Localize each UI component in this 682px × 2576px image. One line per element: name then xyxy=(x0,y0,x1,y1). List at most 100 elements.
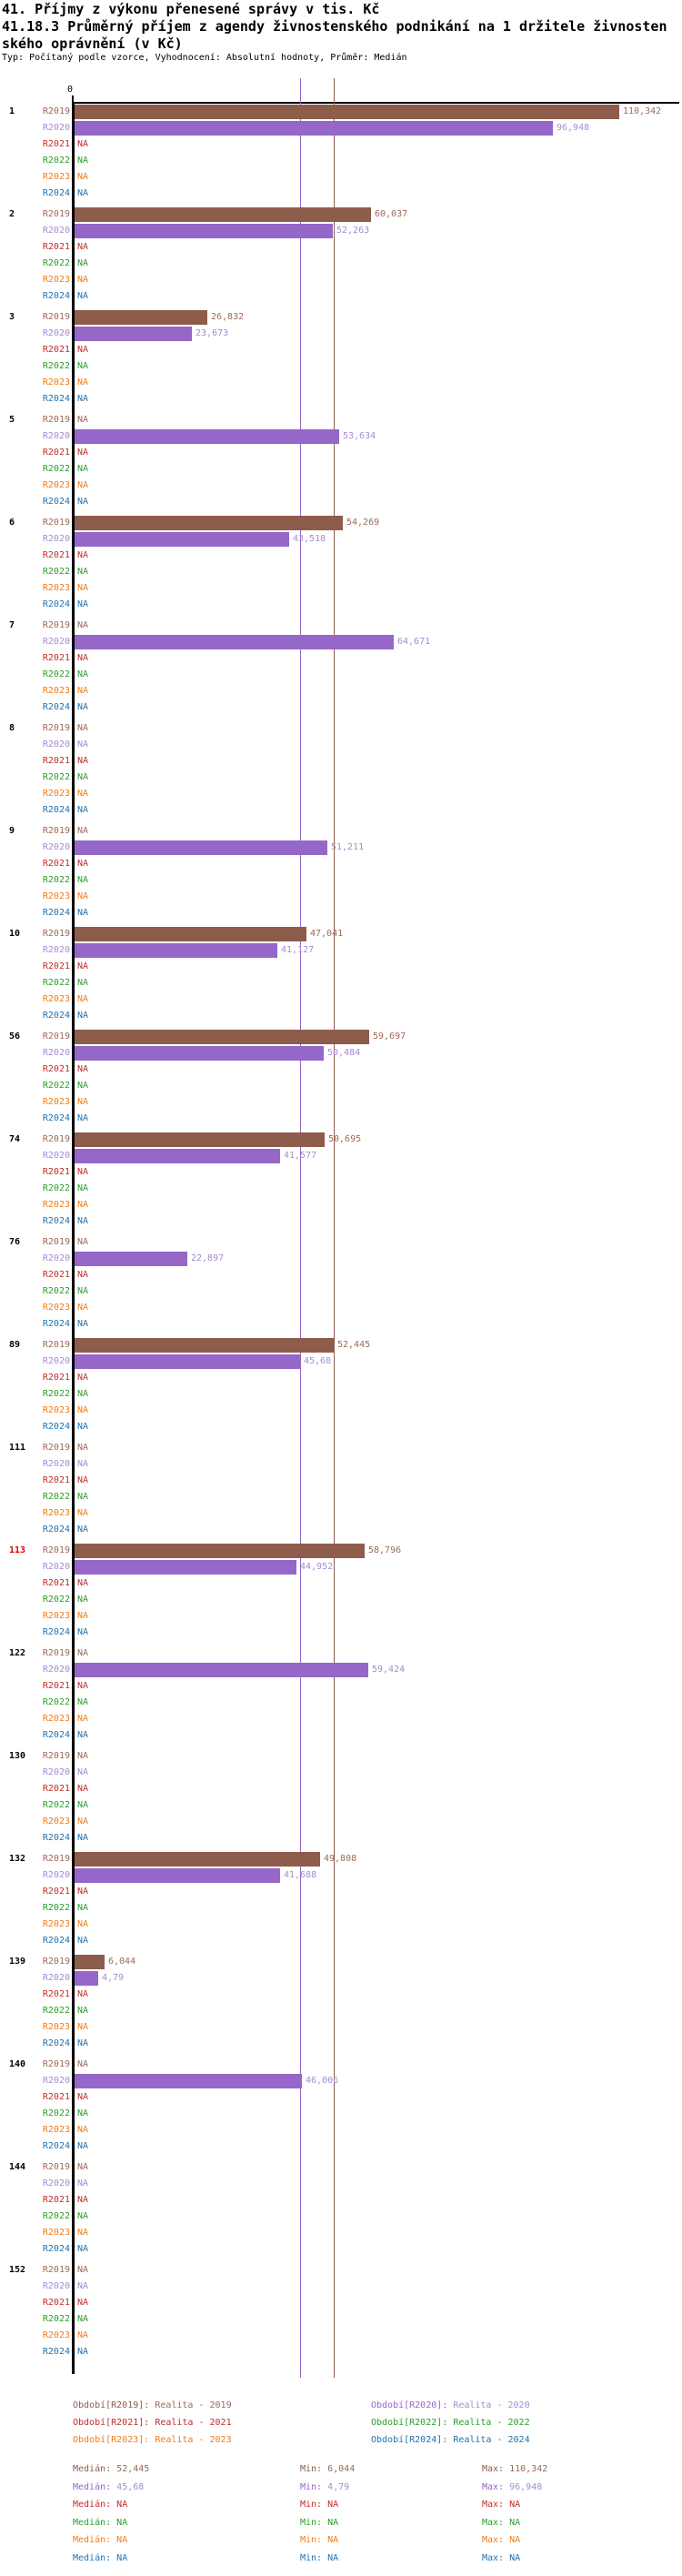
row-label-1-R2022: R2022 xyxy=(42,156,70,166)
legend-period-R2022: Období[R2022]: xyxy=(371,2418,454,2428)
group-label-1: 1 xyxy=(9,106,15,116)
row-label-7-R2021: R2021 xyxy=(42,653,70,663)
na-value-89-R2024: NA xyxy=(77,1422,89,1432)
na-value-10-R2022: NA xyxy=(77,978,89,988)
median-line-R2020 xyxy=(300,78,301,2378)
row-label-10-R2020: R2020 xyxy=(42,945,70,955)
bar-89-R2020 xyxy=(75,1354,300,1369)
na-value-8-R2024: NA xyxy=(77,805,89,815)
report-meta-line: Typ: Počítaný podle vzorce, Vyhodnocení:… xyxy=(2,53,407,63)
na-value-111-R2022: NA xyxy=(77,1492,89,1502)
row-label-76-R2023: R2023 xyxy=(42,1303,70,1313)
na-value-56-R2023: NA xyxy=(77,1097,89,1107)
group-label-5: 5 xyxy=(9,415,15,425)
na-value-56-R2022: NA xyxy=(77,1081,89,1091)
na-value-139-R2023: NA xyxy=(77,2022,89,2032)
na-value-139-R2024: NA xyxy=(77,2038,89,2048)
stat-max-R2019: Max: 110,342 xyxy=(482,2463,547,2475)
row-label-8-R2021: R2021 xyxy=(42,756,70,766)
na-value-122-R2023: NA xyxy=(77,1714,89,1724)
na-value-8-R2023: NA xyxy=(77,789,89,799)
bar-2-R2019 xyxy=(75,207,371,222)
row-label-111-R2024: R2024 xyxy=(42,1524,70,1535)
na-value-144-R2020: NA xyxy=(77,2179,89,2189)
na-value-6-R2023: NA xyxy=(77,583,89,593)
na-value-130-R2023: NA xyxy=(77,1816,89,1826)
row-label-56-R2021: R2021 xyxy=(42,1064,70,1074)
stat-max-R2020: Max: 96,948 xyxy=(482,2481,542,2493)
stat-max-R2024: Max: NA xyxy=(482,2552,520,2564)
axis-zero-tick xyxy=(72,96,74,102)
stat-median-R2020: Medián: 45,68 xyxy=(73,2481,144,2493)
legend-period-R2021: Období[R2021]: xyxy=(73,2418,155,2428)
na-value-122-R2021: NA xyxy=(77,1681,89,1691)
row-label-9-R2021: R2021 xyxy=(42,859,70,869)
row-label-1-R2021: R2021 xyxy=(42,139,70,149)
row-label-2-R2022: R2022 xyxy=(42,258,70,268)
row-label-1-R2023: R2023 xyxy=(42,172,70,182)
bar-value-122-R2020: 59,424 xyxy=(372,1665,406,1675)
na-value-8-R2022: NA xyxy=(77,772,89,782)
stat-label-min-R2019: Min: xyxy=(300,2464,328,2474)
row-label-74-R2021: R2021 xyxy=(42,1167,70,1177)
axis-vertical-line xyxy=(72,102,75,2374)
stat-min-R2022: Min: NA xyxy=(300,2517,338,2529)
row-label-122-R2023: R2023 xyxy=(42,1714,70,1724)
stat-label-median-R2020: Medián: xyxy=(73,2482,117,2492)
row-label-140-R2019: R2019 xyxy=(42,2059,70,2069)
stat-label-min-R2022: Min: xyxy=(300,2518,328,2528)
stat-median-R2022: Medián: NA xyxy=(73,2517,127,2529)
group-label-122: 122 xyxy=(9,1648,26,1658)
group-label-9: 9 xyxy=(9,826,15,836)
legend-item-R2023: Období[R2023]: Realita - 2023 xyxy=(73,2434,232,2446)
group-label-3: 3 xyxy=(9,312,15,322)
na-value-122-R2024: NA xyxy=(77,1730,89,1740)
bar-74-R2019 xyxy=(75,1132,325,1147)
na-value-3-R2024: NA xyxy=(77,394,89,404)
stat-max-R2022: Max: NA xyxy=(482,2517,520,2529)
row-label-8-R2022: R2022 xyxy=(42,772,70,782)
row-label-3-R2022: R2022 xyxy=(42,361,70,371)
row-label-122-R2021: R2021 xyxy=(42,1681,70,1691)
na-value-111-R2020: NA xyxy=(77,1459,89,1469)
row-label-7-R2020: R2020 xyxy=(42,637,70,647)
median-line-R2019 xyxy=(334,78,335,2378)
row-label-111-R2019: R2019 xyxy=(42,1443,70,1453)
na-value-140-R2021: NA xyxy=(77,2092,89,2102)
bar-value-3-R2019: 26,832 xyxy=(211,312,245,322)
na-value-113-R2022: NA xyxy=(77,1595,89,1605)
row-label-130-R2023: R2023 xyxy=(42,1816,70,1826)
bar-value-7-R2020: 64,671 xyxy=(397,637,431,647)
na-value-140-R2022: NA xyxy=(77,2108,89,2118)
bar-value-10-R2019: 47,041 xyxy=(310,929,344,939)
stat-value-max-R2019: 110,342 xyxy=(509,2464,548,2474)
na-value-3-R2021: NA xyxy=(77,345,89,355)
legend-period-R2020: Období[R2020]: xyxy=(371,2400,454,2410)
na-value-5-R2024: NA xyxy=(77,497,89,507)
row-label-139-R2019: R2019 xyxy=(42,1957,70,1967)
stat-value-max-R2023: NA xyxy=(509,2535,521,2545)
row-label-122-R2024: R2024 xyxy=(42,1730,70,1740)
row-label-76-R2019: R2019 xyxy=(42,1237,70,1247)
bar-value-89-R2020: 45,68 xyxy=(304,1356,332,1366)
legend-value-R2024: Realita - 2024 xyxy=(453,2435,530,2445)
row-label-140-R2021: R2021 xyxy=(42,2092,70,2102)
bar-9-R2020 xyxy=(75,840,327,855)
row-label-6-R2024: R2024 xyxy=(42,599,70,609)
row-label-5-R2024: R2024 xyxy=(42,497,70,507)
na-value-113-R2024: NA xyxy=(77,1627,89,1637)
group-label-10: 10 xyxy=(9,929,21,939)
bar-value-76-R2020: 22,897 xyxy=(191,1253,225,1263)
stat-value-max-R2020: 96,948 xyxy=(509,2482,543,2492)
row-label-144-R2023: R2023 xyxy=(42,2228,70,2238)
na-value-7-R2021: NA xyxy=(77,653,89,663)
row-label-152-R2021: R2021 xyxy=(42,2298,70,2308)
na-value-111-R2019: NA xyxy=(77,1443,89,1453)
na-value-152-R2022: NA xyxy=(77,2314,89,2324)
stat-value-median-R2021: NA xyxy=(116,2500,128,2510)
legend-item-R2019: Období[R2019]: Realita - 2019 xyxy=(73,2400,232,2411)
na-value-89-R2021: NA xyxy=(77,1373,89,1383)
na-value-7-R2022: NA xyxy=(77,669,89,679)
legend-value-R2021: Realita - 2021 xyxy=(155,2418,232,2428)
